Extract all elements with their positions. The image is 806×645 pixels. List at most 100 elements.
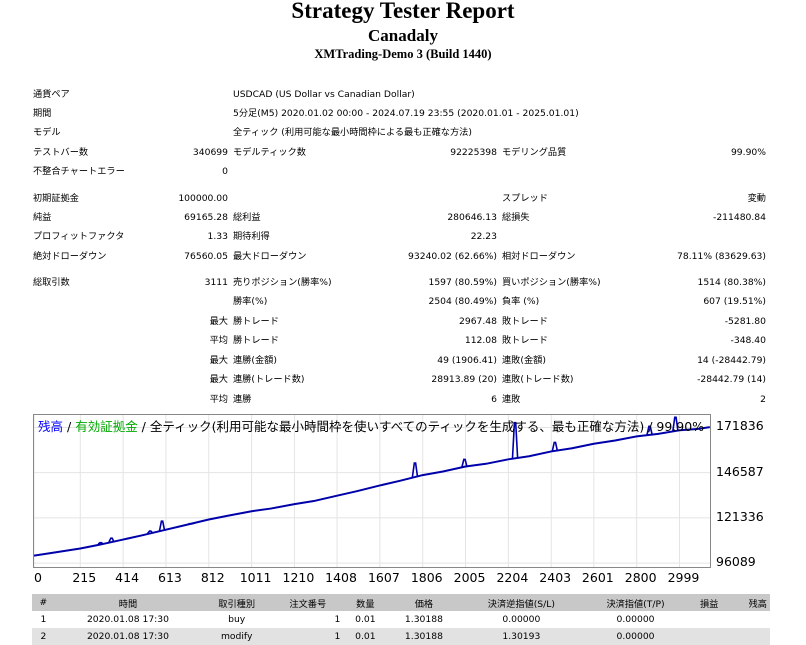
- table-cell: 1.30188: [387, 628, 460, 645]
- legend-balance: 残高: [38, 419, 63, 434]
- short-positions-label: 売りポジション(勝率%): [233, 277, 332, 289]
- win-rate-label: 勝率(%): [233, 296, 267, 308]
- max-drawdown-label: 最大ドローダウン: [233, 251, 307, 263]
- avg-loss-label: 敗トレード: [502, 335, 548, 347]
- model-label: モデル: [33, 127, 61, 139]
- net-profit-label: 純益: [33, 212, 51, 224]
- avg-consec-losses-value: 2: [650, 394, 766, 406]
- column-header: 決済指値(T/P): [582, 594, 689, 611]
- x-tick-label: 1408: [325, 570, 357, 585]
- column-header: 注文番号: [272, 594, 343, 611]
- x-tick-label: 2601: [582, 570, 614, 585]
- quality-label: モデリング品質: [502, 147, 566, 159]
- balance-line: [34, 427, 710, 556]
- table-cell: 1.30193: [461, 628, 583, 645]
- symbol-value: USDCAD (US Dollar vs Canadian Dollar): [233, 89, 415, 101]
- table-cell: 2: [32, 628, 55, 645]
- largest-loss-label: 敗トレード: [502, 316, 548, 328]
- quality-value: 99.90%: [650, 147, 766, 159]
- long-positions-label: 買いポジション(勝率%): [502, 277, 601, 289]
- abs-drawdown-label: 絶対ドローダウン: [33, 251, 107, 263]
- max-word: 最大: [130, 374, 228, 386]
- avg-consec-losses-label: 連敗: [502, 394, 520, 406]
- y-tick-label: 121336: [716, 509, 764, 524]
- table-cell: [689, 628, 730, 645]
- chart-legend: 残高 / 有効証拠金 / 全ティック(利用可能な最小時間枠を使いすべてのティック…: [38, 416, 704, 435]
- column-header: 時間: [55, 594, 201, 611]
- profit-factor-label: プロフィットファクタ: [33, 231, 124, 243]
- ticks-value: 92225398: [400, 147, 497, 159]
- max-consec-profit-label: 連勝(トレード数): [233, 374, 304, 386]
- y-tick-label: 146587: [716, 464, 764, 479]
- table-cell: [729, 611, 770, 628]
- avg-win-label: 勝トレード: [233, 335, 279, 347]
- equity-spike: [412, 463, 417, 477]
- max-word: 最大: [130, 355, 228, 367]
- rel-drawdown-value: 78.11% (83629.63): [650, 251, 766, 263]
- table-cell: modify: [201, 628, 272, 645]
- balance-chart: 残高 / 有効証拠金 / 全ティック(利用可能な最小時間枠を使いすべてのティック…: [33, 414, 711, 568]
- max-consec-profit-value: 28913.89 (20): [400, 374, 497, 386]
- column-header: 取引種別: [201, 594, 272, 611]
- x-tick-label: 1011: [240, 570, 272, 585]
- legend-separator: /: [63, 419, 75, 434]
- total-trades-value: 3111: [130, 277, 228, 289]
- short-positions-value: 1597 (80.59%): [400, 277, 497, 289]
- max-consec-loss-value: -28442.79 (14): [650, 374, 766, 386]
- spread-label: スプレッド: [502, 193, 548, 205]
- largest-win-value: 2967.48: [400, 316, 497, 328]
- rel-drawdown-label: 相対ドローダウン: [502, 251, 576, 263]
- x-tick-label: 613: [158, 570, 182, 585]
- loss-rate-label: 負率 (%): [502, 296, 539, 308]
- win-rate-value: 2504 (80.49%): [400, 296, 497, 308]
- column-header: 決済逆指値(S/L): [461, 594, 583, 611]
- column-header: 数量: [343, 594, 387, 611]
- table-cell: 0.01: [343, 628, 387, 645]
- bars-value: 340699: [130, 147, 228, 159]
- column-header: #: [32, 594, 55, 611]
- table-cell: 2020.01.08 17:30: [55, 611, 201, 628]
- total-trades-label: 総取引数: [33, 277, 70, 289]
- table-cell: 2020.01.08 17:30: [55, 628, 201, 645]
- abs-drawdown-value: 76560.05: [130, 251, 228, 263]
- legend-description: / 全ティック(利用可能な最小時間枠を使いすべてのティックを生成する、最も正確な…: [138, 419, 704, 434]
- legend-equity: 有効証拠金: [75, 419, 138, 434]
- mismatch-label: 不整合チャートエラー: [33, 166, 125, 178]
- x-tick-label: 2999: [668, 570, 700, 585]
- x-tick-label: 1607: [368, 570, 400, 585]
- x-tick-label: 2800: [625, 570, 657, 585]
- table-cell: buy: [201, 611, 272, 628]
- column-header: 価格: [387, 594, 460, 611]
- max-consec-wins-value: 49 (1906.41): [400, 355, 497, 367]
- column-header: 損益: [689, 594, 730, 611]
- max-drawdown-value: 93240.02 (62.66%): [400, 251, 497, 263]
- period-label: 期間: [33, 108, 51, 120]
- gross-loss-label: 総損失: [502, 212, 530, 224]
- table-cell: 0.00000: [461, 611, 583, 628]
- max-consec-loss-label: 連敗(トレード数): [502, 374, 573, 386]
- deposit-value: 100000.00: [130, 193, 228, 205]
- loss-rate-value: 607 (19.51%): [650, 296, 766, 308]
- max-word: 最大: [130, 316, 228, 328]
- profit-factor-value: 1.33: [130, 231, 228, 243]
- gross-loss-value: -211480.84: [650, 212, 766, 224]
- mismatch-value: 0: [130, 166, 228, 178]
- report-title: Strategy Tester Report: [0, 0, 806, 24]
- avg-word: 平均: [130, 394, 228, 406]
- table-cell: 1.30188: [387, 611, 460, 628]
- avg-consec-wins-value: 6: [400, 394, 497, 406]
- expert-name: Canadaly: [0, 26, 806, 46]
- table-cell: 0.01: [343, 611, 387, 628]
- largest-win-label: 勝トレード: [233, 316, 279, 328]
- x-tick-label: 2005: [454, 570, 486, 585]
- x-tick-label: 2403: [539, 570, 571, 585]
- table-header-row: #時間取引種別注文番号数量価格決済逆指値(S/L)決済指値(T/P)損益残高: [32, 594, 770, 611]
- x-tick-label: 812: [201, 570, 225, 585]
- table-cell: 1: [32, 611, 55, 628]
- net-profit-value: 69165.28: [130, 212, 228, 224]
- table-cell: [729, 628, 770, 645]
- period-value: 5分足(M5) 2020.01.02 00:00 - 2024.07.19 23…: [233, 108, 579, 120]
- x-tick-label: 2204: [496, 570, 528, 585]
